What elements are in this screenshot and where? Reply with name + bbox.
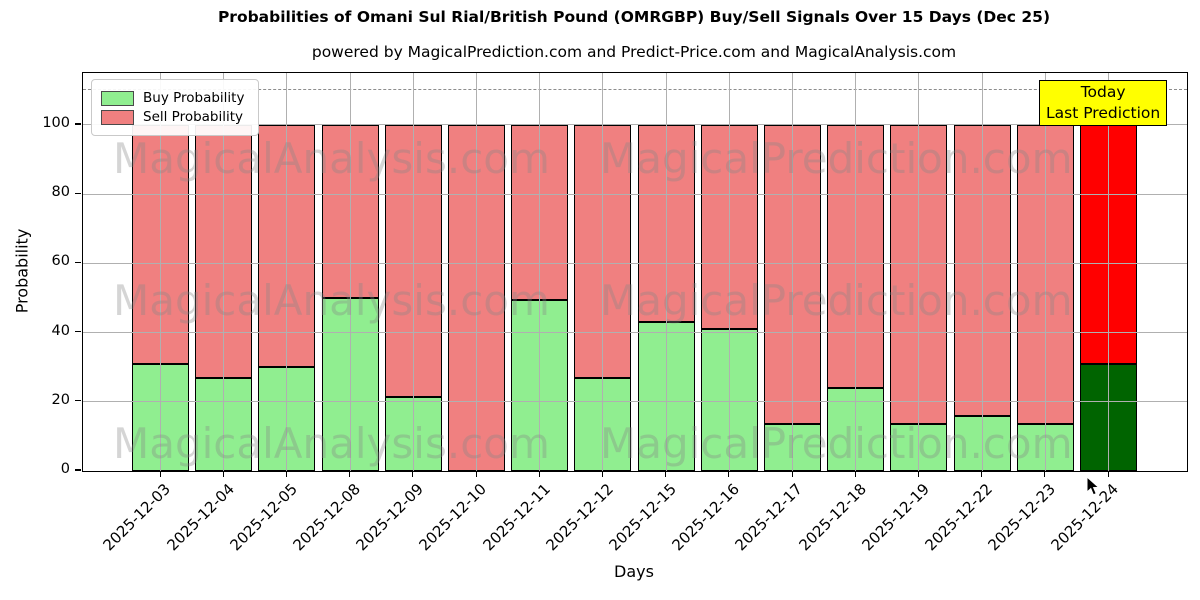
gridline-x-2025-12-04 [223, 73, 225, 471]
x-tickmark [854, 471, 856, 477]
gridline-x-2025-12-17 [792, 73, 793, 471]
y-tick-label-20: 20 [51, 391, 70, 408]
mouse-cursor [1086, 476, 1100, 496]
x-axis-label: Days [614, 562, 654, 581]
y-tick-label-80: 80 [51, 184, 70, 201]
gridline-x-2025-12-24 [1108, 73, 1109, 471]
gridline-x-2025-12-15 [665, 73, 667, 471]
dashed-threshold-line [83, 89, 1187, 91]
gridline-x-2025-12-19 [918, 73, 920, 471]
gridline-x-2025-12-10 [476, 73, 477, 471]
gridline-x-2025-12-03 [160, 73, 161, 471]
x-tickmark [222, 471, 224, 477]
gridline-x-2025-12-23 [1044, 73, 1046, 471]
y-tick-label-100: 100 [42, 114, 70, 131]
x-tick-label-2025-12-23: 2025-12-23 [984, 480, 1060, 555]
today-annotation-line2: Last Prediction [1046, 104, 1161, 122]
gridline-x-2025-12-09 [412, 73, 414, 471]
x-tickmark [475, 471, 477, 477]
gridline-y-40 [83, 332, 1187, 334]
y-axis-label: Probability [12, 228, 32, 314]
gridline-y-80 [83, 193, 1187, 195]
x-tick-label-2025-12-04: 2025-12-04 [163, 480, 238, 555]
x-tickmark [791, 471, 793, 477]
today-annotation-line1: Today [1080, 83, 1126, 101]
y-tickmark [75, 192, 81, 194]
x-tick-label-2025-12-17: 2025-12-17 [731, 480, 807, 555]
x-tick-label-2025-12-12: 2025-12-12 [542, 480, 617, 555]
gridline-y-20 [83, 401, 1187, 403]
x-tickmark [981, 471, 983, 477]
legend-item-sell: Sell Probability [101, 109, 244, 125]
gridline-x-2025-12-22 [981, 73, 983, 471]
x-tick-label-2025-12-19: 2025-12-19 [858, 480, 933, 555]
gridline-x-2025-12-16 [728, 73, 730, 471]
gridline-y-100 [83, 124, 1187, 126]
y-tickmark [75, 261, 81, 263]
y-tickmark [75, 400, 81, 402]
gridline-x-2025-12-11 [539, 73, 541, 471]
x-tick-label-2025-12-18: 2025-12-18 [795, 480, 870, 555]
legend: Buy Probability Sell Probability [91, 79, 260, 136]
x-tick-label-2025-12-15: 2025-12-15 [605, 480, 680, 555]
today-annotation: Today Last Prediction [1039, 80, 1168, 126]
chart-title: Probabilities of Omani Sul Rial/British … [217, 8, 1051, 26]
x-tickmark [1044, 471, 1046, 477]
gridline-x-2025-12-05 [286, 73, 288, 471]
legend-buy-swatch [101, 90, 134, 106]
gridline-y-60 [83, 262, 1187, 264]
x-tick-label-2025-12-03: 2025-12-03 [99, 480, 175, 555]
y-tickmark [75, 330, 81, 333]
plot-area: Buy Probability Sell Probability [82, 72, 1188, 472]
legend-sell-label: Sell Probability [143, 109, 244, 125]
x-tick-label-2025-12-11: 2025-12-11 [479, 480, 554, 555]
gridline-x-2025-12-08 [349, 73, 351, 471]
x-tickmark [728, 471, 730, 477]
x-tickmark [412, 471, 414, 477]
y-tick-label-40: 40 [51, 322, 70, 339]
x-tickmark [285, 471, 288, 477]
x-tick-label-2025-12-08: 2025-12-08 [289, 480, 364, 555]
x-tick-label-2025-12-16: 2025-12-16 [668, 480, 744, 555]
x-tickmark [349, 471, 351, 477]
y-tick-label-60: 60 [51, 253, 70, 270]
x-tick-label-2025-12-22: 2025-12-22 [921, 480, 996, 555]
gridline-x-2025-12-18 [855, 73, 857, 471]
x-tickmark [159, 471, 161, 477]
x-tickmark [1107, 471, 1109, 477]
chart-subtitle: powered by MagicalPrediction.com and Pre… [311, 43, 957, 61]
x-tick-label-2025-12-09: 2025-12-09 [352, 480, 428, 555]
legend-buy-label: Buy Probability [143, 90, 245, 106]
legend-sell-swatch [101, 109, 134, 125]
x-tickmark [601, 471, 604, 477]
y-tickmark [75, 123, 81, 125]
x-tickmark [665, 471, 667, 477]
x-tick-label-2025-12-10: 2025-12-10 [415, 480, 491, 555]
y-tick-label-0: 0 [60, 461, 70, 477]
y-tickmark [75, 469, 81, 471]
gridline-x-2025-12-12 [602, 73, 604, 471]
legend-item-buy: Buy Probability [101, 90, 244, 106]
x-tickmark [538, 471, 540, 477]
x-tick-label-2025-12-05: 2025-12-05 [226, 480, 301, 555]
x-tickmark [917, 471, 920, 477]
